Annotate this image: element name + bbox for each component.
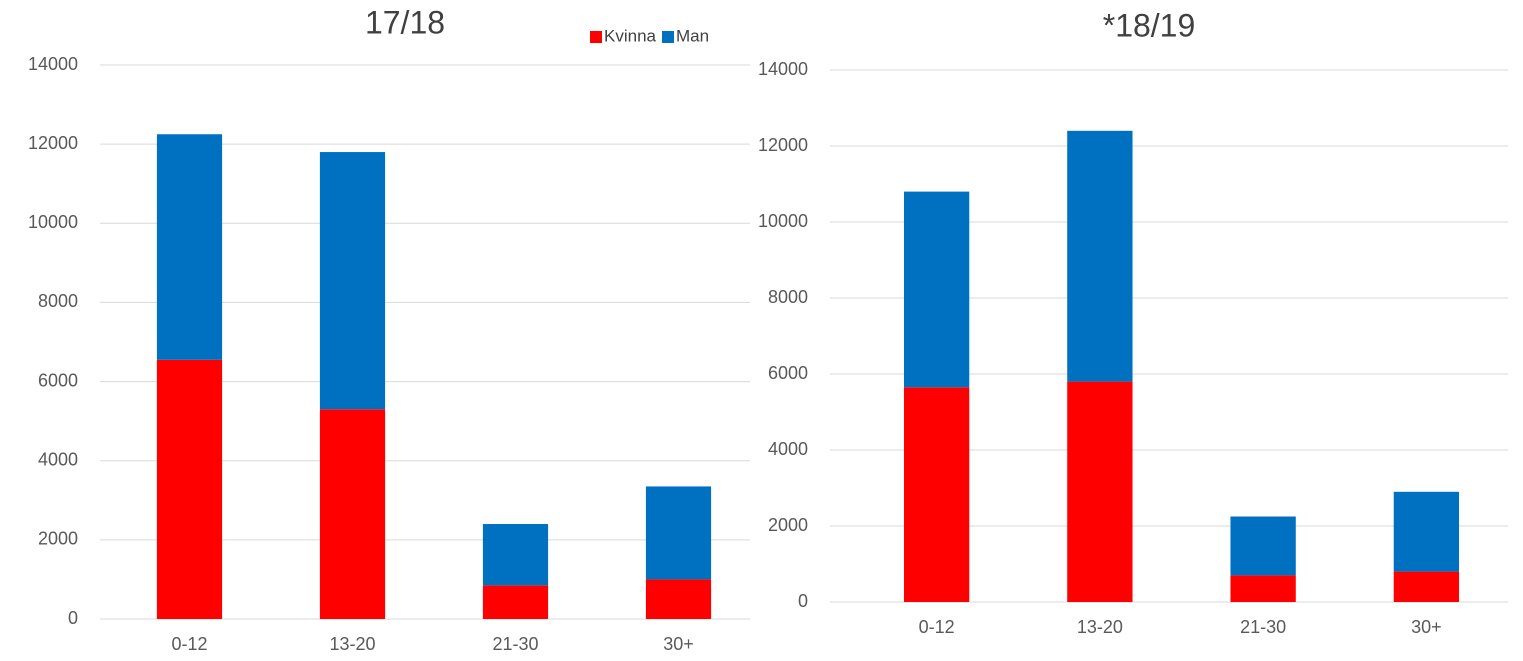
y-tick-label: 12000 <box>28 133 78 153</box>
x-tick-label: 0-12 <box>171 634 207 654</box>
bar <box>645 486 712 580</box>
legend-swatch <box>590 31 602 43</box>
bar <box>903 387 970 602</box>
bar <box>1230 516 1296 576</box>
x-tick-label: 13-20 <box>1077 617 1123 637</box>
x-tick-label: 21-30 <box>492 634 538 654</box>
y-tick-label: 0 <box>68 608 78 628</box>
bar <box>1393 491 1460 572</box>
y-tick-label: 14000 <box>758 59 808 79</box>
bar <box>319 152 386 410</box>
y-tick-label: 0 <box>798 591 808 611</box>
bar <box>156 359 223 619</box>
bar <box>645 579 712 619</box>
bar <box>1393 571 1460 602</box>
x-tick-label: 30+ <box>663 634 694 654</box>
x-tick-label: 30+ <box>1411 617 1442 637</box>
y-tick-label: 12000 <box>758 135 808 155</box>
bar <box>1067 130 1133 382</box>
bar <box>903 191 970 388</box>
bar <box>482 524 549 586</box>
legend-label: Kvinna <box>604 26 657 45</box>
y-tick-label: 6000 <box>38 370 78 390</box>
legend-swatch <box>661 31 674 43</box>
x-tick-label: 0-12 <box>919 617 955 637</box>
y-tick-label: 2000 <box>768 515 808 535</box>
bar <box>319 409 386 619</box>
bar <box>1067 381 1133 602</box>
y-tick-label: 10000 <box>758 211 808 231</box>
y-tick-label: 4000 <box>768 439 808 459</box>
bar <box>1230 575 1296 602</box>
y-tick-label: 8000 <box>38 291 78 311</box>
y-tick-label: 6000 <box>768 363 808 383</box>
y-tick-label: 8000 <box>768 287 808 307</box>
y-tick-label: 2000 <box>38 529 78 549</box>
x-tick-label: 13-20 <box>329 634 375 654</box>
y-tick-label: 4000 <box>38 449 78 469</box>
chart-title: *18/19 <box>1103 7 1196 43</box>
x-tick-label: 21-30 <box>1240 617 1286 637</box>
bar <box>482 585 549 619</box>
chart-title: 17/18 <box>365 4 445 40</box>
legend-label: Man <box>676 26 709 45</box>
y-tick-label: 14000 <box>28 54 78 74</box>
y-tick-label: 10000 <box>28 212 78 232</box>
bar <box>156 134 223 360</box>
